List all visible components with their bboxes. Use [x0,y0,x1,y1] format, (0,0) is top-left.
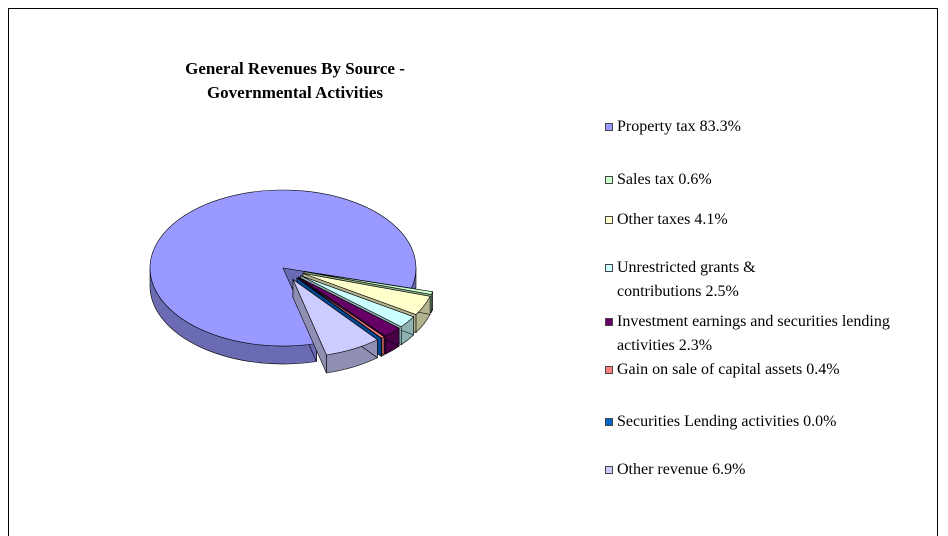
legend-label: Sales tax [617,171,675,188]
legend-swatch [605,418,613,426]
legend-entry: Property tax 83.3% [605,115,937,139]
legend-swatch [605,366,613,374]
legend-swatch [605,264,613,272]
legend-label: Property tax [617,118,696,135]
legend-label: Unrestricted grants & contributions [617,259,756,300]
slice [298,276,400,337]
slice [300,275,415,328]
legend-swatch [605,176,613,184]
chart-frame [8,8,938,536]
legend-entry: Gain on sale of capital assets 0.4% [605,358,867,382]
legend-label: Investment earnings and securities lendi… [617,313,890,354]
legend-value: 2.3% [678,337,713,354]
legend-entry: Other taxes 4.1% [605,208,937,232]
legend-swatch [605,123,613,131]
legend-value: 2.5% [705,283,739,300]
slice [149,189,417,347]
legend-swatch [605,466,613,474]
slice [304,271,434,295]
legend-label: Other revenue [617,461,709,478]
legend-value: 0.4% [806,361,840,378]
legend-entry: Investment earnings and securities lendi… [605,310,917,358]
legend-label: Other taxes [617,211,691,228]
legend-value: 0.6% [678,171,712,188]
legend-entry: Sales tax 0.6% [605,168,937,192]
legend-label: Gain on sale of capital assets [617,361,803,378]
legend-swatch [605,216,613,224]
legend-swatch [605,318,613,326]
legend-value: 83.3% [699,118,741,135]
slice [302,273,431,315]
legend-value: 6.9% [712,461,746,478]
legend-value: 0.0% [803,413,837,430]
legend-entry: Other revenue 6.9% [605,458,937,482]
legend-label: Securities Lending activities [617,413,800,430]
chart-title: General Revenues By Source - Governmenta… [185,59,405,102]
legend-entry: Unrestricted grants & contributions 2.5% [605,256,817,304]
legend-entry: Securities Lending activities 0.0% [605,410,937,434]
slice [292,278,378,356]
legend-value: 4.1% [694,211,728,228]
